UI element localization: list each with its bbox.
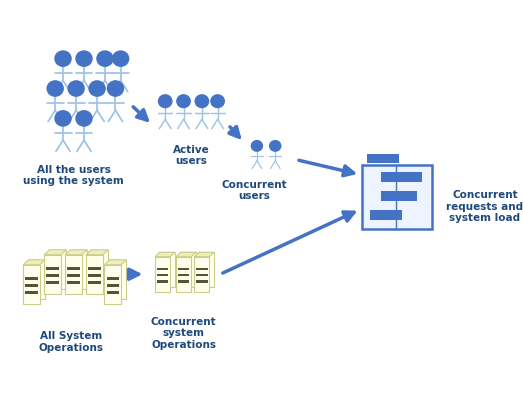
- FancyBboxPatch shape: [25, 284, 38, 286]
- FancyBboxPatch shape: [176, 257, 191, 292]
- FancyBboxPatch shape: [381, 173, 417, 182]
- FancyBboxPatch shape: [370, 210, 402, 220]
- FancyBboxPatch shape: [25, 277, 38, 280]
- FancyBboxPatch shape: [196, 267, 208, 270]
- FancyBboxPatch shape: [67, 274, 80, 277]
- Circle shape: [112, 51, 129, 66]
- FancyBboxPatch shape: [160, 252, 175, 287]
- Circle shape: [270, 141, 281, 151]
- FancyBboxPatch shape: [178, 267, 189, 270]
- FancyBboxPatch shape: [88, 267, 101, 269]
- FancyBboxPatch shape: [23, 265, 40, 303]
- FancyBboxPatch shape: [157, 280, 168, 283]
- Circle shape: [97, 51, 113, 66]
- FancyBboxPatch shape: [67, 281, 80, 284]
- FancyBboxPatch shape: [28, 260, 45, 299]
- FancyBboxPatch shape: [67, 267, 80, 269]
- Circle shape: [89, 81, 105, 96]
- Polygon shape: [105, 260, 127, 265]
- FancyBboxPatch shape: [178, 280, 189, 283]
- FancyBboxPatch shape: [397, 173, 422, 182]
- Circle shape: [76, 51, 92, 66]
- FancyBboxPatch shape: [196, 274, 208, 276]
- Circle shape: [158, 95, 172, 107]
- FancyBboxPatch shape: [46, 267, 59, 269]
- Text: All System
Operations: All System Operations: [38, 332, 104, 353]
- FancyBboxPatch shape: [88, 281, 101, 284]
- FancyBboxPatch shape: [155, 257, 170, 292]
- FancyBboxPatch shape: [362, 165, 433, 229]
- Circle shape: [195, 95, 209, 107]
- FancyBboxPatch shape: [92, 250, 108, 289]
- FancyBboxPatch shape: [86, 255, 103, 294]
- FancyBboxPatch shape: [88, 274, 101, 277]
- FancyBboxPatch shape: [46, 274, 59, 277]
- FancyBboxPatch shape: [381, 191, 417, 201]
- Circle shape: [252, 141, 263, 151]
- FancyBboxPatch shape: [195, 257, 209, 292]
- FancyBboxPatch shape: [157, 274, 168, 276]
- Circle shape: [211, 95, 224, 107]
- FancyBboxPatch shape: [178, 274, 189, 276]
- Text: Concurrent
requests and
system load: Concurrent requests and system load: [446, 190, 523, 223]
- Circle shape: [107, 81, 123, 96]
- FancyBboxPatch shape: [107, 277, 119, 280]
- Circle shape: [47, 81, 63, 96]
- FancyBboxPatch shape: [65, 255, 82, 294]
- FancyBboxPatch shape: [181, 252, 196, 287]
- Polygon shape: [44, 250, 66, 255]
- FancyBboxPatch shape: [157, 267, 168, 270]
- Circle shape: [76, 111, 92, 126]
- Text: Active
users: Active users: [173, 145, 210, 166]
- FancyBboxPatch shape: [105, 265, 121, 303]
- Polygon shape: [23, 260, 45, 265]
- FancyBboxPatch shape: [107, 284, 119, 286]
- Circle shape: [68, 81, 84, 96]
- Polygon shape: [176, 252, 196, 257]
- FancyBboxPatch shape: [46, 281, 59, 284]
- FancyBboxPatch shape: [71, 250, 87, 289]
- FancyBboxPatch shape: [107, 291, 119, 293]
- Polygon shape: [65, 250, 87, 255]
- Polygon shape: [86, 250, 108, 255]
- Circle shape: [55, 111, 71, 126]
- Circle shape: [177, 95, 190, 107]
- Polygon shape: [155, 252, 175, 257]
- FancyBboxPatch shape: [110, 260, 127, 299]
- Polygon shape: [195, 252, 214, 257]
- FancyBboxPatch shape: [44, 255, 61, 294]
- FancyBboxPatch shape: [49, 250, 66, 289]
- FancyBboxPatch shape: [199, 252, 214, 287]
- Text: Concurrent
system
Operations: Concurrent system Operations: [151, 317, 217, 350]
- Text: All the users
using the system: All the users using the system: [23, 165, 124, 186]
- FancyBboxPatch shape: [367, 154, 399, 163]
- FancyBboxPatch shape: [196, 280, 208, 283]
- FancyBboxPatch shape: [25, 291, 38, 293]
- Text: Concurrent
users: Concurrent users: [221, 180, 287, 201]
- Circle shape: [55, 51, 71, 66]
